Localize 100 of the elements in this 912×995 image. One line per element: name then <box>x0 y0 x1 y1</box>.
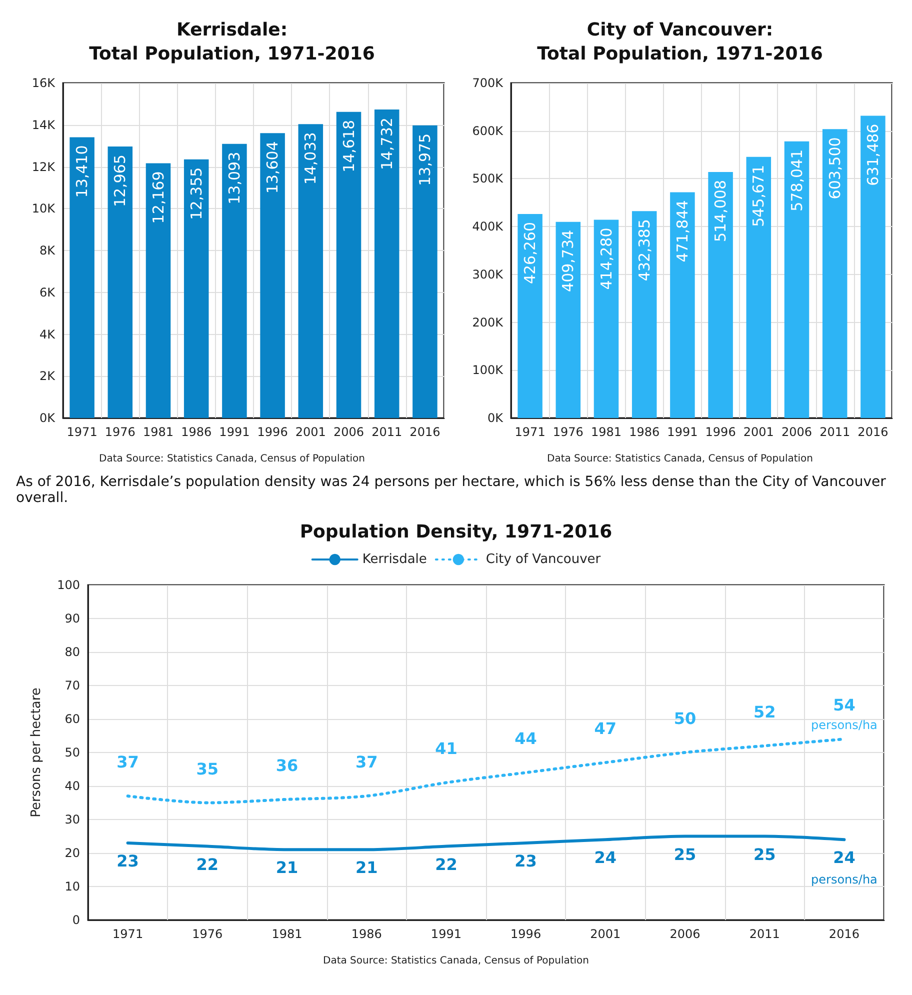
bar <box>374 110 400 418</box>
x-tick-label: 1991 <box>430 927 462 941</box>
data-label: 603,500 <box>826 137 844 200</box>
bar <box>784 141 810 418</box>
data-label: 578,041 <box>788 149 806 212</box>
bar <box>412 125 438 418</box>
y-tick-label: 0 <box>72 913 80 927</box>
data-label: 409,734 <box>559 230 578 292</box>
x-tick-label: 1991 <box>219 425 250 439</box>
y-tick-label: 100K <box>472 363 504 378</box>
y-tick-label: 8K <box>39 244 56 258</box>
y-axis-title: Persons per hectare <box>29 688 44 818</box>
data-label: 13,093 <box>225 152 244 204</box>
chart-title: Population Density, 1971-2016 <box>300 522 612 542</box>
bar <box>746 156 772 418</box>
annotation: persons/ha <box>811 872 878 887</box>
data-label: 14,033 <box>302 132 320 185</box>
data-label: 50 <box>674 709 696 728</box>
data-label: 22 <box>435 854 458 874</box>
y-tick-label: 14K <box>32 118 56 132</box>
y-tick-label: 100 <box>57 578 80 592</box>
x-tick-label: 1986 <box>351 927 382 941</box>
data-label: 12,965 <box>111 154 130 208</box>
bar <box>184 159 209 418</box>
bar <box>556 222 581 418</box>
bar <box>860 116 886 418</box>
y-tick-label: 90 <box>64 612 80 626</box>
y-tick-label: 2K <box>39 369 56 384</box>
annotation: persons/ha <box>811 718 878 732</box>
bar <box>260 133 285 418</box>
data-label: 44 <box>514 729 537 748</box>
y-tick-label: 600K <box>472 124 504 138</box>
data-label: 414,280 <box>597 228 616 290</box>
data-label: 14,618 <box>340 120 358 172</box>
x-tick-label: 2006 <box>333 425 364 439</box>
bar <box>108 146 133 418</box>
x-tick-label: 1976 <box>104 425 136 439</box>
bar <box>146 163 171 418</box>
bar <box>70 137 94 418</box>
bar <box>518 214 542 418</box>
data-label: 47 <box>594 719 617 738</box>
data-label: 471,844 <box>673 200 692 262</box>
y-tick-label: 50 <box>64 746 80 760</box>
x-tick-label: 2006 <box>670 927 700 941</box>
y-tick-label: 20 <box>64 846 80 860</box>
data-label: 52 <box>753 702 776 722</box>
y-tick-label: 4K <box>39 327 56 342</box>
data-label: 514,008 <box>712 180 730 242</box>
x-tick-label: 1986 <box>629 425 660 439</box>
x-tick-label: 1971 <box>66 425 98 439</box>
y-tick-label: 6K <box>39 285 56 300</box>
y-tick-label: 0K <box>39 411 56 425</box>
x-tick-label: 1981 <box>272 927 302 941</box>
bar <box>632 211 657 418</box>
x-tick-label: 1996 <box>510 927 542 941</box>
x-tick-label: 2011 <box>372 425 402 439</box>
data-label: 36 <box>276 756 298 775</box>
x-tick-label: 2011 <box>749 927 780 941</box>
bar <box>298 124 324 418</box>
x-tick-label: 1971 <box>112 927 144 941</box>
source-note: Data Source: Statistics Canada, Census of Population <box>546 454 814 464</box>
y-tick-label: 80 <box>64 645 80 659</box>
data-label: 21 <box>355 858 378 878</box>
y-tick-label: 700K <box>472 76 504 90</box>
x-tick-label: 2016 <box>410 425 440 439</box>
data-label: 41 <box>435 739 458 758</box>
x-tick-label: 1981 <box>590 425 622 439</box>
data-label: 426,260 <box>521 222 540 284</box>
x-tick-label: 1996 <box>257 425 288 439</box>
legend-label: Kerrisdale <box>362 552 427 567</box>
x-tick-label: 1976 <box>192 927 223 941</box>
chart-title: Kerrisdale: Total Population, 1971-2016 <box>89 20 375 64</box>
y-tick-label: 40 <box>64 779 80 793</box>
y-tick-label: 60 <box>64 712 80 726</box>
bar <box>822 129 848 418</box>
data-label: 545,671 <box>750 164 768 227</box>
chart-title: City of Vancouver: Total Population, 1971-2016 <box>537 20 823 64</box>
bar <box>708 172 733 418</box>
data-label: 23 <box>116 851 139 870</box>
data-label: 13,410 <box>73 145 92 198</box>
data-label: 13,975 <box>416 133 434 186</box>
data-label: 37 <box>116 752 139 772</box>
data-label: 24 <box>594 848 617 868</box>
source-note: Data Source: Statistics Canada, Census of Population <box>98 454 366 464</box>
x-tick-label: 2001 <box>295 425 326 439</box>
bar <box>594 220 619 418</box>
data-label: 24 <box>833 848 856 868</box>
data-label: 37 <box>355 752 378 772</box>
data-label: 432,385 <box>635 219 654 282</box>
x-tick-label: 2001 <box>743 425 774 439</box>
legend-label: City of Vancouver <box>486 552 602 567</box>
data-label: 631,486 <box>864 124 882 186</box>
data-label: 54 <box>833 696 856 715</box>
text: As of 2016, Kerrisdale’s population density was 24 persons per hectare, which is 56% less dense than the City of Vancouver overall. <box>15 473 887 508</box>
y-tick-label: 200K <box>472 315 504 330</box>
x-tick-label: 2006 <box>781 425 812 439</box>
data-label: 13,604 <box>264 141 282 194</box>
x-tick-label: 2016 <box>858 425 888 439</box>
y-tick-label: 500K <box>472 172 504 186</box>
y-tick-label: 70 <box>64 678 80 692</box>
